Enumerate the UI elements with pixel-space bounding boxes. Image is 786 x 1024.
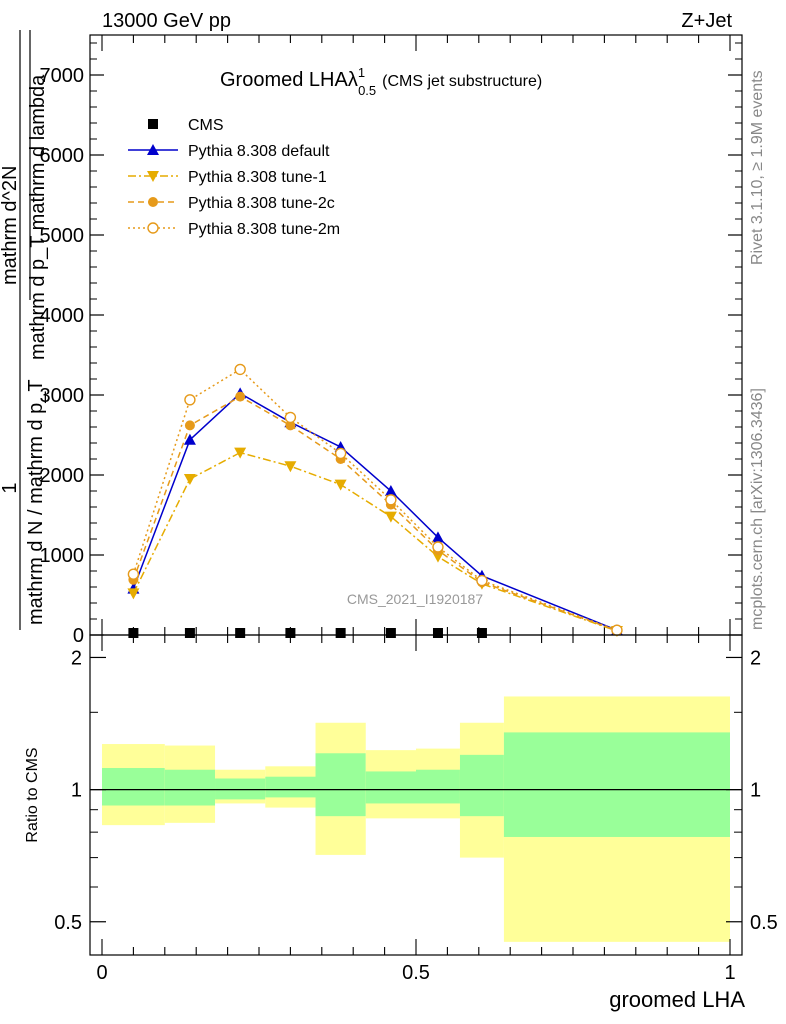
ratio-y-tick-label-right: 0.5 [750,912,778,934]
series-layer [127,363,623,638]
data-point [183,433,196,445]
main-y-tick-label: 7000 [40,65,85,87]
data-point [432,628,443,638]
data-point [384,511,397,523]
ratio-stat-band [315,753,366,817]
ratio-y-tick-label: 0.5 [54,912,82,934]
ratio-stat-band [365,771,416,804]
ratio-stat-band [416,769,460,804]
main-y-tick-label: 6000 [40,145,85,167]
main-y-tick-label: 1000 [40,545,85,567]
ratio-x-tick-label: 0 [96,962,107,984]
ratio-stat-band [164,769,216,806]
data-point [431,531,444,543]
data-point [184,394,196,406]
legend-marker [148,197,158,207]
ratio-stat-band [215,778,266,800]
y-label-numerator: 1 [0,482,21,493]
legend: CMS Pythia 8.308 default Pythia 8.308 tune… [128,117,340,238]
data-point [611,624,623,636]
ratio-stat-band [459,754,504,817]
data-point [284,411,297,424]
main-y-tick-label: 5000 [40,225,85,247]
main-y-tick-label: 4000 [40,305,85,327]
mcplots-label: mcplots.cern.ch [arXiv:1306.3436] [749,388,766,630]
legend-label: Pythia 8.308 tune-1 [188,169,327,186]
chart-title: Groomed LHAλ1 0.5(CMS jet substructure) [220,65,542,98]
ratio-y-axis-label: Ratio to CMS [24,747,41,842]
legend-marker [147,222,159,234]
data-point [284,461,297,473]
ratio-stat-band [265,776,316,798]
series-line [132,368,618,631]
data-point [385,628,396,638]
legend-marker [147,144,159,155]
ratio-x-tick-label: 0.5 [402,962,430,984]
data-point [128,628,139,638]
main-y-axis-label: 1 mathrm d N / mathrm d p_T mathrm d^2N … [0,30,49,630]
header-left: 13000 GeV pp [102,10,231,32]
analysis-watermark: CMS_2021_I1920187 [347,591,483,607]
data-point [184,420,195,431]
data-point [127,588,140,600]
data-point [431,551,444,563]
data-point [234,363,246,376]
series-2 [127,447,623,637]
data-point [285,628,296,638]
data-point [334,447,347,460]
main-y-tick-label: 2000 [40,465,85,487]
ratio-stat-band [503,732,730,837]
series-4 [127,363,623,636]
data-point [476,628,487,638]
data-point [235,391,246,402]
legend-marker [147,171,159,182]
series-0 [128,628,487,638]
ratio-y-tick-label: 1 [71,780,82,802]
y-label-denominator: mathrm d N / mathrm d p_T [25,379,47,625]
data-point [385,494,397,506]
legend-label: CMS [188,117,224,134]
legend-label: Pythia 8.308 default [188,143,330,160]
data-point [476,574,488,587]
header-right: Z+Jet [681,10,732,32]
legend-label: Pythia 8.308 tune-2m [188,221,340,238]
y-label-right-denominator: mathrm d p_T mathrm d lambda [27,74,49,360]
data-point [334,479,347,491]
ratio-x-tick-label: 1 [724,962,735,984]
ratio-y-ticks: 0.5 0.5 1 1 2 2 [54,647,778,933]
ratio-x-ticks: 0 0.5 1 [96,635,736,984]
data-point [432,541,444,553]
data-point [335,628,346,638]
main-y-ticks: 0 1000 2000 3000 4000 5000 6000 7000 [40,42,742,647]
data-point [285,420,296,431]
data-point [384,485,397,496]
data-point [183,474,196,485]
main-y-tick-label: 0 [73,625,84,647]
ratio-stat-band [102,768,165,806]
y-label-right-numerator: mathrm d^2N [0,166,21,285]
ratio-y-tick-label: 2 [71,647,82,669]
ratio-y-tick-label-right: 2 [750,647,761,669]
data-point [184,628,195,638]
legend-marker [148,119,158,129]
main-x-ticks [101,35,731,635]
ratio-y-tick-label-right: 1 [750,780,761,802]
data-point [234,447,247,459]
rivet-label: Rivet 3.1.10, ≥ 1.9M events [749,70,766,265]
x-axis-label: groomed LHA [609,987,745,1012]
legend-label: Pythia 8.308 tune-2c [188,195,335,212]
ratio-bands [102,696,730,942]
data-point [127,568,140,580]
data-point [235,628,246,638]
main-y-tick-label: 3000 [40,385,85,407]
